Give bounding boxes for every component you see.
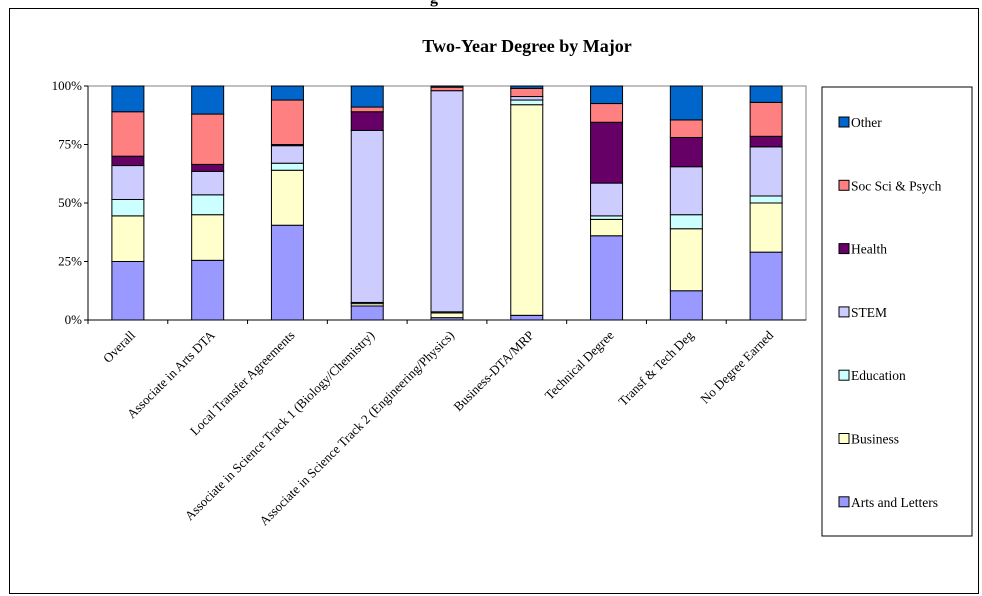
bar-segment [191,85,225,115]
legend-label: Other [851,115,882,130]
bar-segment [590,235,624,321]
bar-segment [510,104,544,316]
bar-segment [669,136,703,168]
bar-segment [111,261,145,321]
bar-segment [430,86,464,92]
legend-swatch [838,496,850,508]
legend: Other Soc Sci & Psych Health STEM Education B… [821,86,973,537]
bar-segment [111,198,145,217]
bar-segment [270,145,304,164]
bar-segment [191,194,225,216]
y-tick-label: 25% [58,254,82,269]
bar-segment [510,96,544,101]
bar-segment [270,162,304,171]
bar-segment [749,85,783,103]
bar-segment [270,85,304,101]
bar-segment [270,224,304,321]
legend-swatch [838,243,850,255]
legend-label: Education [851,368,906,383]
cut-off-heading-fragment: g [0,0,982,8]
legend-label: Arts and Letters [851,495,938,510]
bar-segment [510,314,544,321]
bar-segment [590,215,624,220]
legend-swatch [838,116,850,128]
bar-segment [191,163,225,172]
cut-off-heading-text: g [430,0,438,8]
bar-segment [350,129,384,303]
x-category-label: Business-DTA/MRP [450,328,536,414]
bar-segment [191,214,225,261]
bar-segment [111,85,145,113]
legend-swatch [838,306,850,318]
legend-label: Health [851,242,887,257]
legend-label: STEM [851,305,887,320]
bar-segment [111,155,145,167]
bar-segment [111,165,145,200]
bar-segment [111,215,145,262]
bar-segment [510,87,544,98]
bar-segment [669,228,703,292]
legend-label: Business [851,432,899,447]
bar-segment [590,182,624,217]
x-category-label: Associate in Arts DTA [124,327,218,421]
bar-segment [590,103,624,123]
bar-segment [191,170,225,196]
y-tick-label: 100% [52,78,83,93]
bar-segment [749,101,783,137]
x-category-label: No Degree Earned [697,327,776,406]
bar-segment [350,305,384,321]
y-tick-label: 0% [65,312,83,327]
bar-segment [749,135,783,148]
bar-segment [270,169,304,226]
bar-segment [669,166,703,216]
legend-swatch [838,433,850,444]
legend-label: Soc Sci & Psych [851,178,942,193]
bar-segment [430,85,464,88]
bar-segment [669,214,703,230]
y-axis: 0% 25% 50% 75% 100% [52,78,89,327]
bar-segment [350,106,384,113]
bar-segment [669,85,703,121]
bar-segment [749,195,783,204]
bar-segment [590,121,624,184]
bar-segment [590,218,624,237]
y-tick-label: 50% [58,195,82,210]
chart-area [9,8,979,594]
bar-segment [430,312,464,319]
x-category-label: Transf & Tech Deg [615,327,697,409]
chart-title: Two-Year Degree by Major [422,36,631,56]
bar-segment [191,259,225,321]
bar-segment [350,111,384,131]
bar-segment [430,90,464,313]
bars [111,85,783,321]
bar-segment [510,99,544,106]
bar-segment [749,251,783,321]
bar-segment [191,113,225,165]
x-category-label: Technical Degree [542,327,617,402]
bar-segment [669,119,703,138]
bar-segment [270,99,304,145]
bar-segment [350,85,384,108]
y-tick-label: 75% [58,137,82,152]
bar-segment [749,146,783,197]
x-category-label: Overall [100,327,138,365]
bar-segment [111,111,145,157]
legend-swatch [838,179,850,191]
legend-swatch [838,369,850,381]
bar-segment [510,85,544,89]
bar-segment [669,290,703,321]
bar-segment [749,202,783,253]
bar-segment [590,85,624,105]
